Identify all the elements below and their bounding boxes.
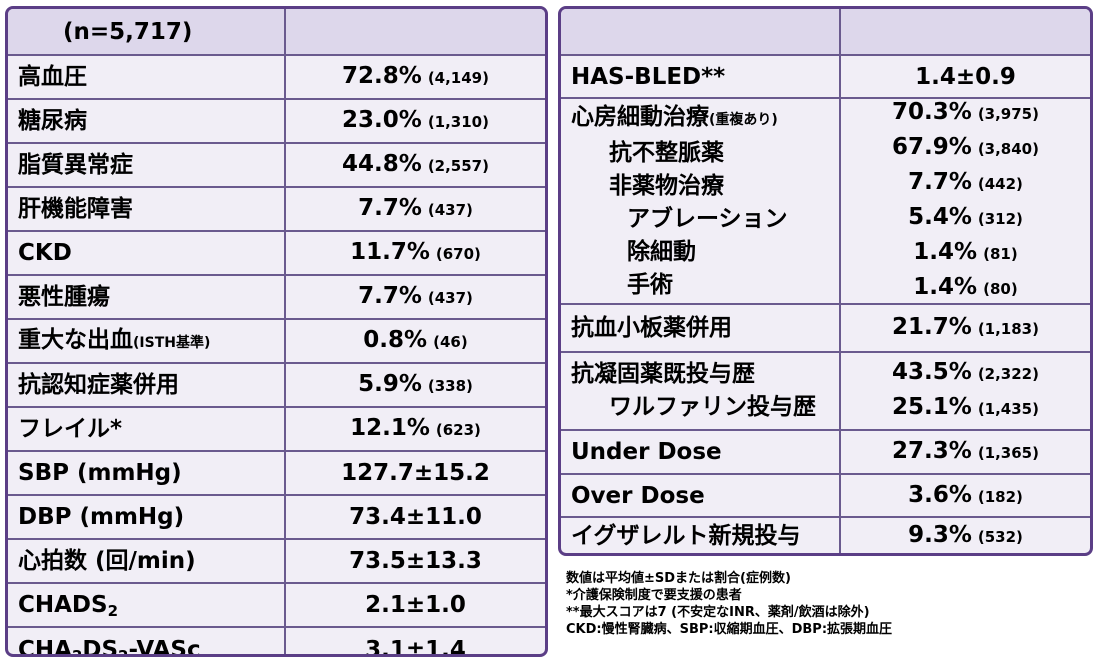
table-row: CKD 11.7% (670) (8, 232, 545, 276)
sub-label: 除細動 (627, 238, 696, 265)
row-value: 72.8% (4,149) (342, 63, 489, 89)
af-treatment-label: 心房細動治療(重複あり) (571, 103, 778, 130)
table-row: Under Dose 27.3% (1,365) (561, 431, 1090, 475)
footnote: *介護保険制度で要支援の患者 (566, 588, 742, 603)
table-row: HAS-BLED** 1.4±0.9 (561, 56, 1090, 99)
has-bled-label: HAS-BLED** (571, 63, 726, 90)
table-row: CHADS2 2.1±1.0 (8, 584, 545, 628)
sub-value: 67.9% (3,840) (892, 134, 1039, 160)
row-value: 73.4±11.0 (349, 504, 482, 530)
row-label: イグザレルト新規投与 (571, 522, 801, 549)
table-row: 重大な出血(ISTH基準) 0.8% (46) (8, 320, 545, 364)
row-label: SBP (mmHg) (18, 460, 182, 486)
row-label: 糖尿病 (18, 108, 87, 134)
row-label: CKD (18, 240, 72, 266)
row-value: 7.7% (437) (358, 195, 473, 221)
table-row: 高血圧 72.8% (4,149) (8, 56, 545, 100)
row-label: 肝機能障害 (18, 196, 133, 222)
header-empty-cell (286, 9, 545, 54)
row-label: CHA2DS2-VASc (18, 637, 201, 657)
table-row: SBP (mmHg) 127.7±15.2 (8, 452, 545, 496)
sub-label: 手術 (627, 271, 673, 298)
sample-size: (n=5,717) (63, 18, 193, 45)
row-label: 抗認知症薬併用 (18, 372, 179, 398)
row-value: 3.6% (182) (908, 481, 1023, 508)
table-row: CHA2DS2-VASc 3.1±1.4 (8, 628, 545, 657)
row-label: 悪性腫瘍 (18, 284, 110, 310)
table-row: DBP (mmHg) 73.4±11.0 (8, 496, 545, 540)
footnote: 数値は平均値±SDまたは割合(症例数) (566, 571, 791, 586)
table-row: Over Dose 3.6% (182) (561, 475, 1090, 518)
row-value: 73.5±13.3 (349, 548, 482, 574)
row-label: 抗血小板薬併用 (571, 315, 732, 341)
row-value: 7.7% (437) (358, 283, 473, 309)
table-row: 抗血小板薬併用 21.7% (1,183) (561, 305, 1090, 353)
table-row: 心拍数 (回/min) 73.5±13.3 (8, 540, 545, 584)
left-header-row: (n=5,717) (8, 9, 545, 56)
sub-value: 7.7% (442) (908, 169, 1023, 195)
row-value: 127.7±15.2 (341, 460, 490, 486)
table-row: 肝機能障害 7.7% (437) (8, 188, 545, 232)
row-value: 27.3% (1,365) (892, 438, 1039, 464)
row-value: 43.5% (2,322) (892, 359, 1039, 385)
row-value: 21.7% (1,183) (892, 314, 1039, 340)
row-value: 11.7% (670) (350, 239, 481, 265)
row-label: 心拍数 (回/min) (18, 548, 196, 574)
row-label: 高血圧 (18, 64, 87, 90)
af-treatment-value: 70.3% (3,975) (892, 99, 1039, 125)
row-value: 9.3% (532) (908, 521, 1023, 548)
sub-value: 1.4% (81) (913, 239, 1018, 265)
row-value: 44.8% (2,557) (342, 151, 489, 177)
row-label: 抗凝固薬既投与歴 (571, 361, 755, 387)
table-row: イグザレルト新規投与 9.3% (532) (561, 518, 1090, 553)
left-table: (n=5,717) 高血圧 72.8% (4,149) 糖尿病 23.0% (1,3… (5, 6, 548, 657)
row-label: フレイル* (18, 416, 123, 442)
sub-label: 抗不整脈薬 (609, 139, 724, 166)
table-row: 悪性腫瘍 7.7% (437) (8, 276, 545, 320)
sub-label: 非薬物治療 (609, 172, 724, 199)
table-row: 抗認知症薬併用 5.9% (338) (8, 364, 545, 408)
row-label: 脂質異常症 (18, 152, 133, 178)
row-label: Under Dose (571, 439, 722, 465)
table-row: 糖尿病 23.0% (1,310) (8, 100, 545, 144)
sub-label: ワルファリン投与歴 (609, 394, 816, 420)
sub-value: 1.4% (80) (913, 274, 1018, 300)
row-label: Over Dose (571, 482, 705, 509)
row-value: 23.0% (1,310) (342, 107, 489, 133)
table-row: フレイル* 12.1% (623) (8, 408, 545, 452)
af-treatment-group: 心房細動治療(重複あり) 抗不整脈薬 非薬物治療 アブレーション 除細動 手術 … (561, 99, 1090, 305)
sub-value: 25.1% (1,435) (892, 394, 1039, 420)
footnote: **最大スコアは7 (不安定なINR、薬剤/飲酒は除外) (566, 605, 870, 620)
row-label: DBP (mmHg) (18, 504, 185, 530)
anticoag-group: 抗凝固薬既投与歴 ワルファリン投与歴 43.5% (2,322) 25.1% (1,… (561, 353, 1090, 431)
row-value: 5.9% (338) (358, 371, 473, 397)
sample-size-cell: (n=5,717) (8, 9, 286, 54)
right-header-row (561, 9, 1090, 56)
footnotes: 数値は平均値±SDまたは割合(症例数) *介護保険制度で要支援の患者 **最大ス… (566, 570, 1086, 638)
row-label: 重大な出血(ISTH基準) (18, 326, 211, 353)
sub-label: アブレーション (627, 205, 788, 232)
footnote: CKD:慢性腎臓病、SBP:収縮期血圧、DBP:拡張期血圧 (566, 622, 893, 637)
right-table: HAS-BLED** 1.4±0.9 心房細動治療(重複あり) 抗不整脈薬 非薬… (558, 6, 1093, 556)
row-value: 0.8% (46) (363, 327, 468, 353)
sub-value: 5.4% (312) (908, 204, 1023, 230)
has-bled-value: 1.4±0.9 (915, 63, 1016, 90)
row-value: 3.1±1.4 (365, 637, 466, 657)
table-row: 脂質異常症 44.8% (2,557) (8, 144, 545, 188)
row-value: 12.1% (623) (350, 415, 481, 441)
row-label: CHADS2 (18, 592, 119, 620)
row-value: 2.1±1.0 (365, 592, 466, 618)
